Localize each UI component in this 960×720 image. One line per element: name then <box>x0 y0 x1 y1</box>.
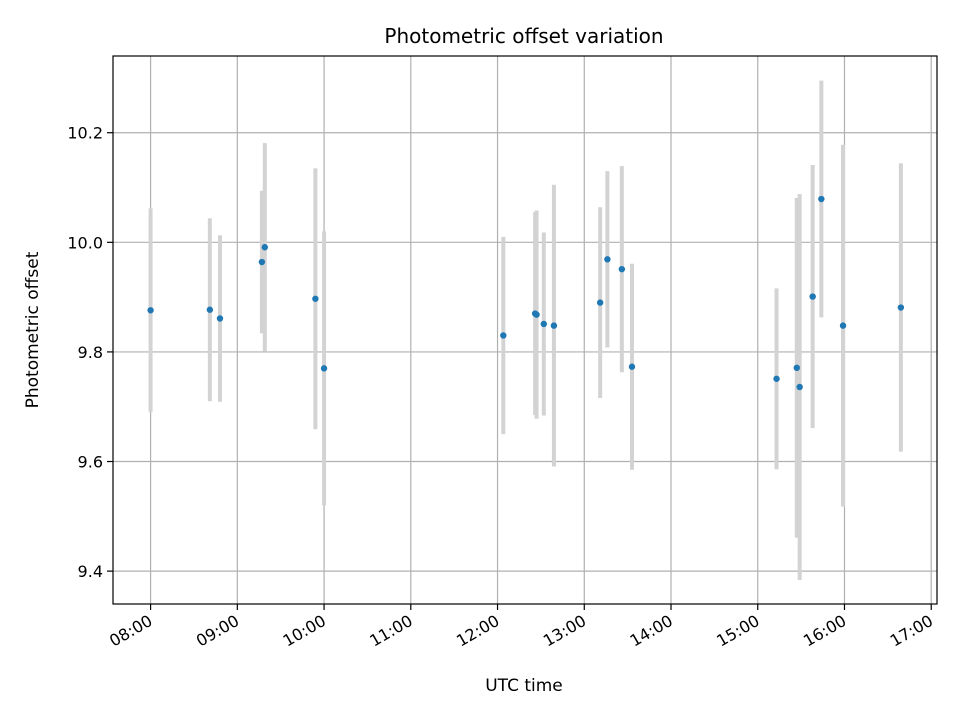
chart-title: Photometric offset variation <box>384 24 663 48</box>
data-point <box>216 315 224 322</box>
data-point <box>540 320 547 328</box>
plot-frame <box>112 55 938 605</box>
data-point <box>258 258 266 266</box>
data-point <box>839 322 847 329</box>
data-point <box>809 293 816 300</box>
data-point <box>596 299 604 306</box>
y-tick-label: 10.0 <box>67 233 103 252</box>
data-point <box>312 295 319 302</box>
data-point <box>628 363 636 370</box>
data-point <box>773 375 780 382</box>
y-axis-ticks: 9.4 9.6 9.8 10.0 10.2 <box>67 124 113 581</box>
y-tick-label: 10.2 <box>67 124 103 143</box>
x-axis-label: UTC time <box>485 676 563 696</box>
data-point <box>897 304 905 311</box>
data-point <box>261 244 268 251</box>
data-point <box>818 195 825 203</box>
y-tick-label: 9.4 <box>78 562 103 581</box>
data-point <box>147 307 154 314</box>
point-layer <box>147 195 905 391</box>
data-point <box>550 322 558 329</box>
y-axis-label: Photometric offset <box>23 251 43 408</box>
data-point <box>618 265 626 273</box>
y-tick-label: 9.8 <box>78 343 103 362</box>
data-point <box>533 311 540 318</box>
data-point <box>500 332 507 339</box>
y-tick-label: 9.6 <box>78 453 103 472</box>
data-point <box>796 383 803 391</box>
data-point <box>793 364 800 372</box>
data-point <box>206 306 214 313</box>
data-point <box>320 365 328 372</box>
data-point <box>604 256 611 263</box>
